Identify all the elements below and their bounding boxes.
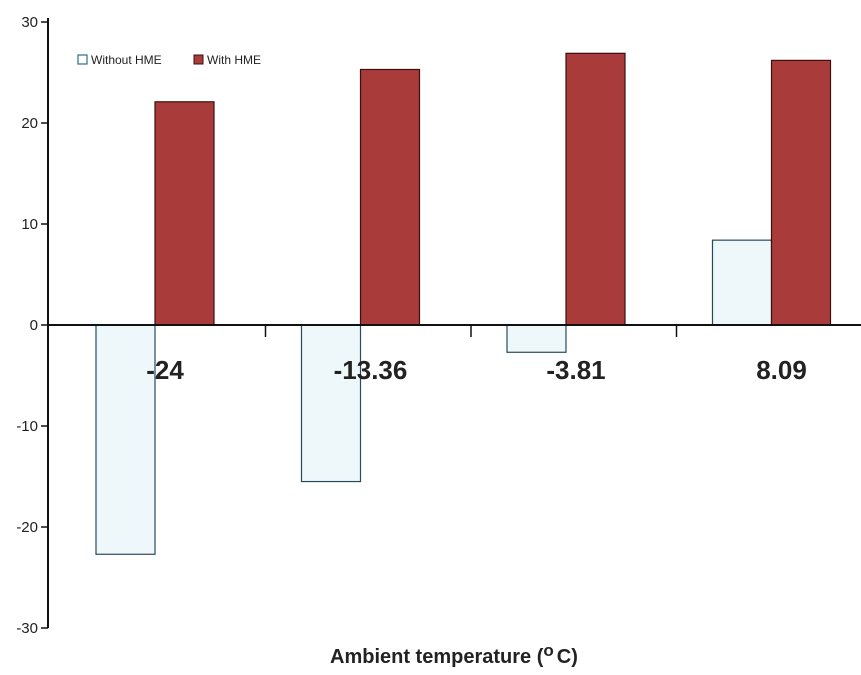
- bar-without-hme: [95, 324, 156, 555]
- y-tick-label: 20: [21, 115, 38, 132]
- x-axis-title-degree: o: [543, 641, 553, 660]
- x-axis-title-unit: C): [557, 646, 578, 668]
- y-tick-label: 10: [21, 216, 38, 233]
- y-tick-label: 0: [30, 317, 38, 334]
- bar-without-hme: [711, 239, 773, 326]
- legend-swatch-without-hme: [77, 54, 88, 65]
- bar-with-hme: [770, 59, 832, 326]
- legend-swatch-with-hme: [193, 54, 204, 65]
- category-label: -24: [146, 355, 184, 385]
- y-axis: 30 20 10 0 -10 -20 -30: [16, 14, 49, 637]
- category-labels: -24 -13.36 -3.81 8.09: [146, 355, 807, 385]
- bar-with-hme: [359, 68, 421, 326]
- y-tick-label: 30: [21, 14, 38, 31]
- category-label: -13.36: [334, 355, 408, 385]
- y-tick-label: -20: [16, 519, 38, 536]
- bar-with-hme: [565, 52, 626, 326]
- category-label: -3.81: [546, 355, 605, 385]
- bar-without-hme: [300, 324, 362, 483]
- x-axis-title: Ambient temperature (o C): [330, 641, 578, 668]
- bar-without-hme: [506, 324, 567, 353]
- bar-with-hme: [154, 101, 215, 326]
- category-label: 8.09: [756, 355, 807, 385]
- bars: [95, 52, 832, 555]
- legend: Without HME With HME: [77, 53, 261, 67]
- legend-label-with-hme: With HME: [207, 53, 261, 67]
- y-tick-label: -30: [16, 620, 38, 637]
- y-tick-label: -10: [16, 418, 38, 435]
- x-axis: [48, 324, 861, 337]
- legend-label-without-hme: Without HME: [91, 53, 162, 67]
